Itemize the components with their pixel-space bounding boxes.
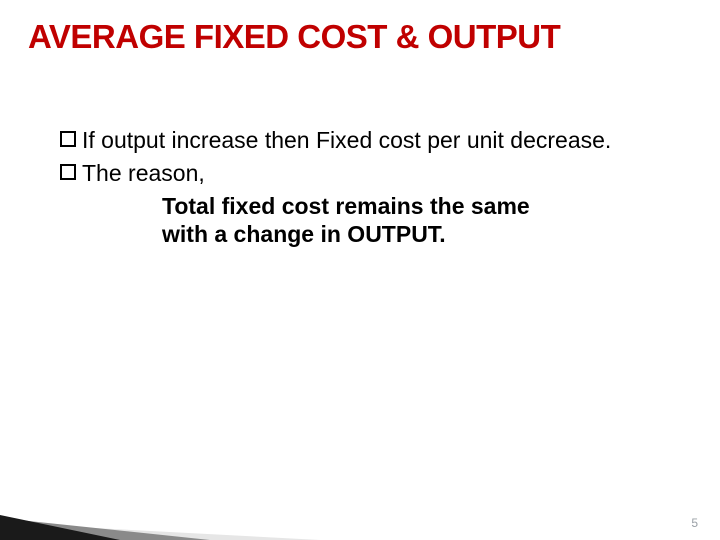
emphasis-line: with a change in OUTPUT. — [162, 220, 672, 249]
slide-title: AVERAGE FIXED COST & OUTPUT — [28, 18, 692, 56]
bullet-prefix: If — [82, 127, 95, 153]
bullet-text: reason, — [122, 160, 205, 186]
emphasis-line: Total fixed cost remains the same — [162, 192, 672, 221]
slide-body: If output increase then Fixed cost per u… — [60, 126, 672, 249]
bullet-text: output increase then Fixed cost per unit… — [95, 127, 612, 153]
bullet-box-icon — [60, 164, 76, 180]
page-number: 5 — [691, 516, 698, 530]
bullet-item: If output increase then Fixed cost per u… — [60, 126, 672, 155]
corner-wedge-decoration — [0, 485, 320, 540]
wedge-dark — [0, 515, 120, 540]
slide: { "title": { "text": "AVERAGE FIXED COST… — [0, 0, 720, 540]
bullet-item: The reason, — [60, 159, 672, 188]
bullet-prefix: The — [82, 160, 122, 186]
wedge-light — [0, 523, 320, 540]
wedge-mid — [0, 518, 210, 540]
bullet-box-icon — [60, 131, 76, 147]
